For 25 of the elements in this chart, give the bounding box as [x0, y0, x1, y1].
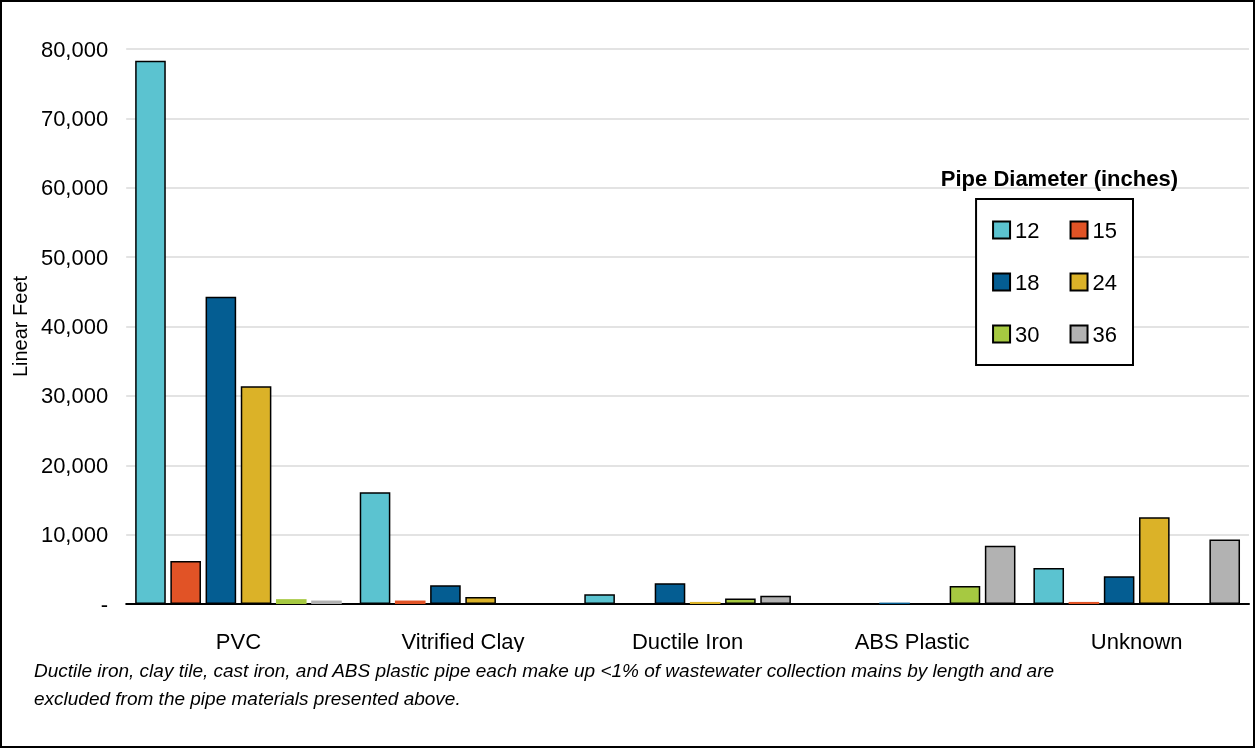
y-tick-label: 30,000	[40, 383, 109, 409]
bar	[275, 599, 307, 604]
legend-label: 30	[1015, 321, 1040, 347]
y-tick-label: 60,000	[40, 175, 109, 201]
y-tick-label: 20,000	[40, 452, 109, 478]
y-axis-title: Linear Feet	[9, 275, 31, 378]
legend-label: 12	[1015, 217, 1040, 243]
legend-label: 24	[1092, 269, 1118, 295]
legend-label: 15	[1092, 217, 1118, 243]
x-tick-label: Ductile Iron	[631, 628, 744, 654]
legend-label: 18	[1015, 269, 1040, 295]
x-tick-label: Unknown	[1090, 628, 1183, 654]
legend-title: Pipe Diameter (inches)	[940, 165, 1178, 191]
bar	[689, 601, 721, 604]
y-tick-label: -	[100, 591, 109, 617]
y-tick-label: 50,000	[40, 244, 109, 270]
x-tick-label: ABS Plastic	[854, 628, 970, 654]
legend-label: 36	[1092, 321, 1118, 347]
text: Ductile iron, clay tile, cast iron, and ABS plastic pipe each make up <1% of wastewater collection mains by length and are excluded from the pipe materials presented above.	[34, 659, 1056, 711]
x-tick-label: PVC	[215, 628, 262, 654]
bar	[1068, 601, 1100, 604]
y-tick-label: 40,000	[40, 314, 109, 339]
y-tick-label: 70,000	[40, 105, 109, 131]
y-tick-label: 10,000	[40, 522, 109, 548]
y-tick-label: 80,000	[40, 36, 109, 62]
